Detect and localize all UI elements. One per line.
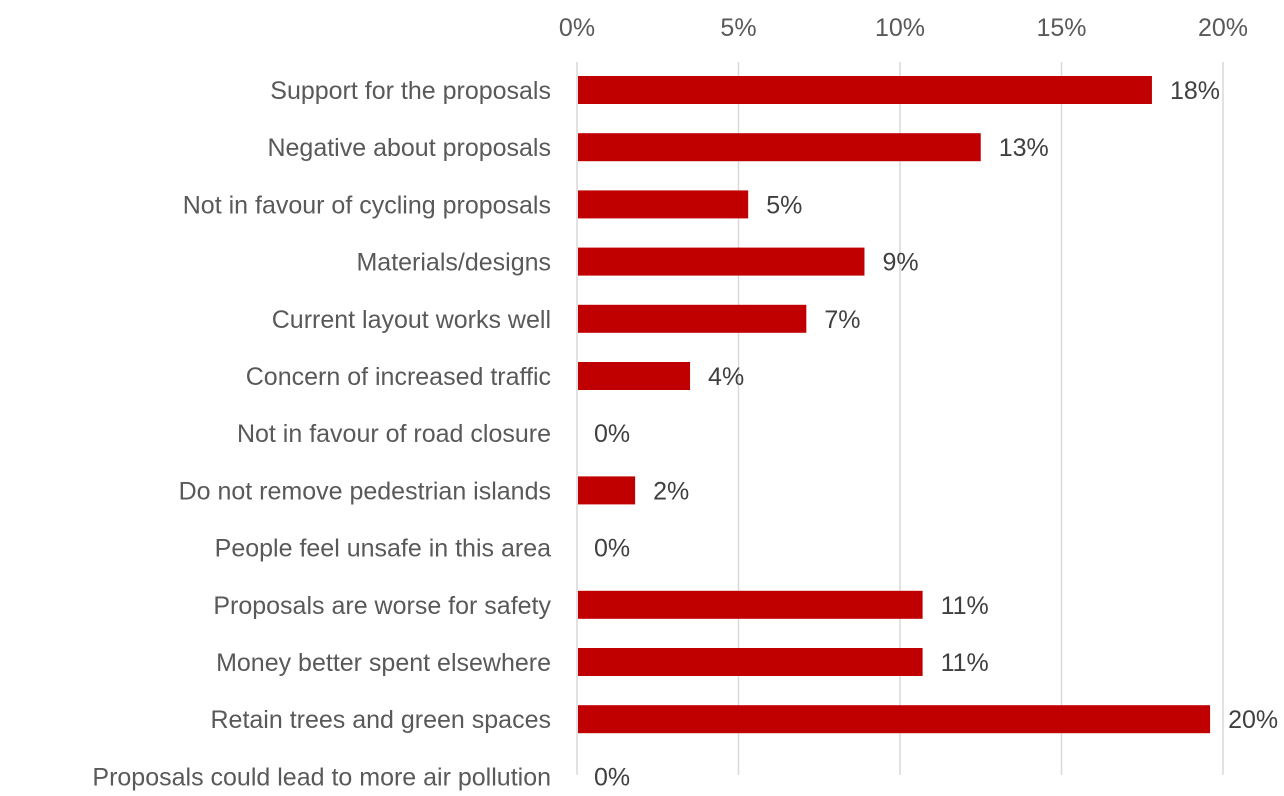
category-label: Do not remove pedestrian islands bbox=[179, 477, 551, 505]
data-label: 11% bbox=[941, 649, 989, 677]
category-label: Current layout works well bbox=[272, 306, 551, 334]
x-tick-label: 20% bbox=[1198, 14, 1248, 42]
x-tick-label: 15% bbox=[1036, 14, 1086, 42]
category-label: Proposals could lead to more air polluti… bbox=[92, 763, 551, 791]
category-label: Support for the proposals bbox=[270, 77, 551, 105]
bar bbox=[578, 705, 1211, 734]
bar bbox=[578, 362, 691, 390]
bars bbox=[578, 76, 1211, 734]
data-label: 18% bbox=[1170, 77, 1220, 105]
data-label: 0% bbox=[594, 420, 630, 448]
data-label: 7% bbox=[824, 306, 860, 334]
category-label: Negative about proposals bbox=[267, 134, 551, 162]
data-label: 4% bbox=[708, 363, 744, 391]
bar bbox=[578, 648, 923, 676]
data-label: 9% bbox=[882, 249, 918, 277]
data-label: 2% bbox=[653, 477, 689, 505]
category-label: Concern of increased traffic bbox=[246, 363, 551, 391]
x-tick-label: 0% bbox=[559, 14, 595, 42]
bar bbox=[578, 247, 865, 276]
category-label: Retain trees and green spaces bbox=[211, 706, 552, 734]
data-label: 20% bbox=[1228, 706, 1278, 734]
bar bbox=[578, 133, 981, 162]
category-labels: Support for the proposals Negative about … bbox=[92, 77, 551, 791]
data-label: 5% bbox=[766, 191, 802, 219]
category-label: Not in favour of cycling proposals bbox=[183, 191, 551, 219]
category-label: People feel unsafe in this area bbox=[215, 535, 551, 563]
bar bbox=[578, 590, 923, 619]
x-tick-label: 5% bbox=[720, 14, 756, 42]
data-label: 13% bbox=[999, 134, 1049, 162]
bar bbox=[578, 304, 807, 333]
data-label: 0% bbox=[594, 535, 630, 563]
x-axis-ticks: 0% 5% 10% 15% 20% bbox=[559, 14, 1248, 42]
data-label: 0% bbox=[594, 763, 630, 791]
category-label: Proposals are worse for safety bbox=[213, 592, 551, 620]
category-label: Materials/designs bbox=[356, 249, 551, 277]
category-label: Not in favour of road closure bbox=[237, 420, 551, 448]
bar bbox=[578, 190, 749, 219]
bar bbox=[578, 476, 636, 505]
data-label: 11% bbox=[941, 592, 989, 620]
x-tick-label: 10% bbox=[875, 14, 925, 42]
data-labels: 18% 13% 5% 9% 7% 4% 0% 2% 0% 11% 11% 20% 0% bbox=[594, 77, 1278, 791]
bar bbox=[578, 76, 1152, 104]
category-label: Money better spent elsewhere bbox=[216, 649, 551, 677]
